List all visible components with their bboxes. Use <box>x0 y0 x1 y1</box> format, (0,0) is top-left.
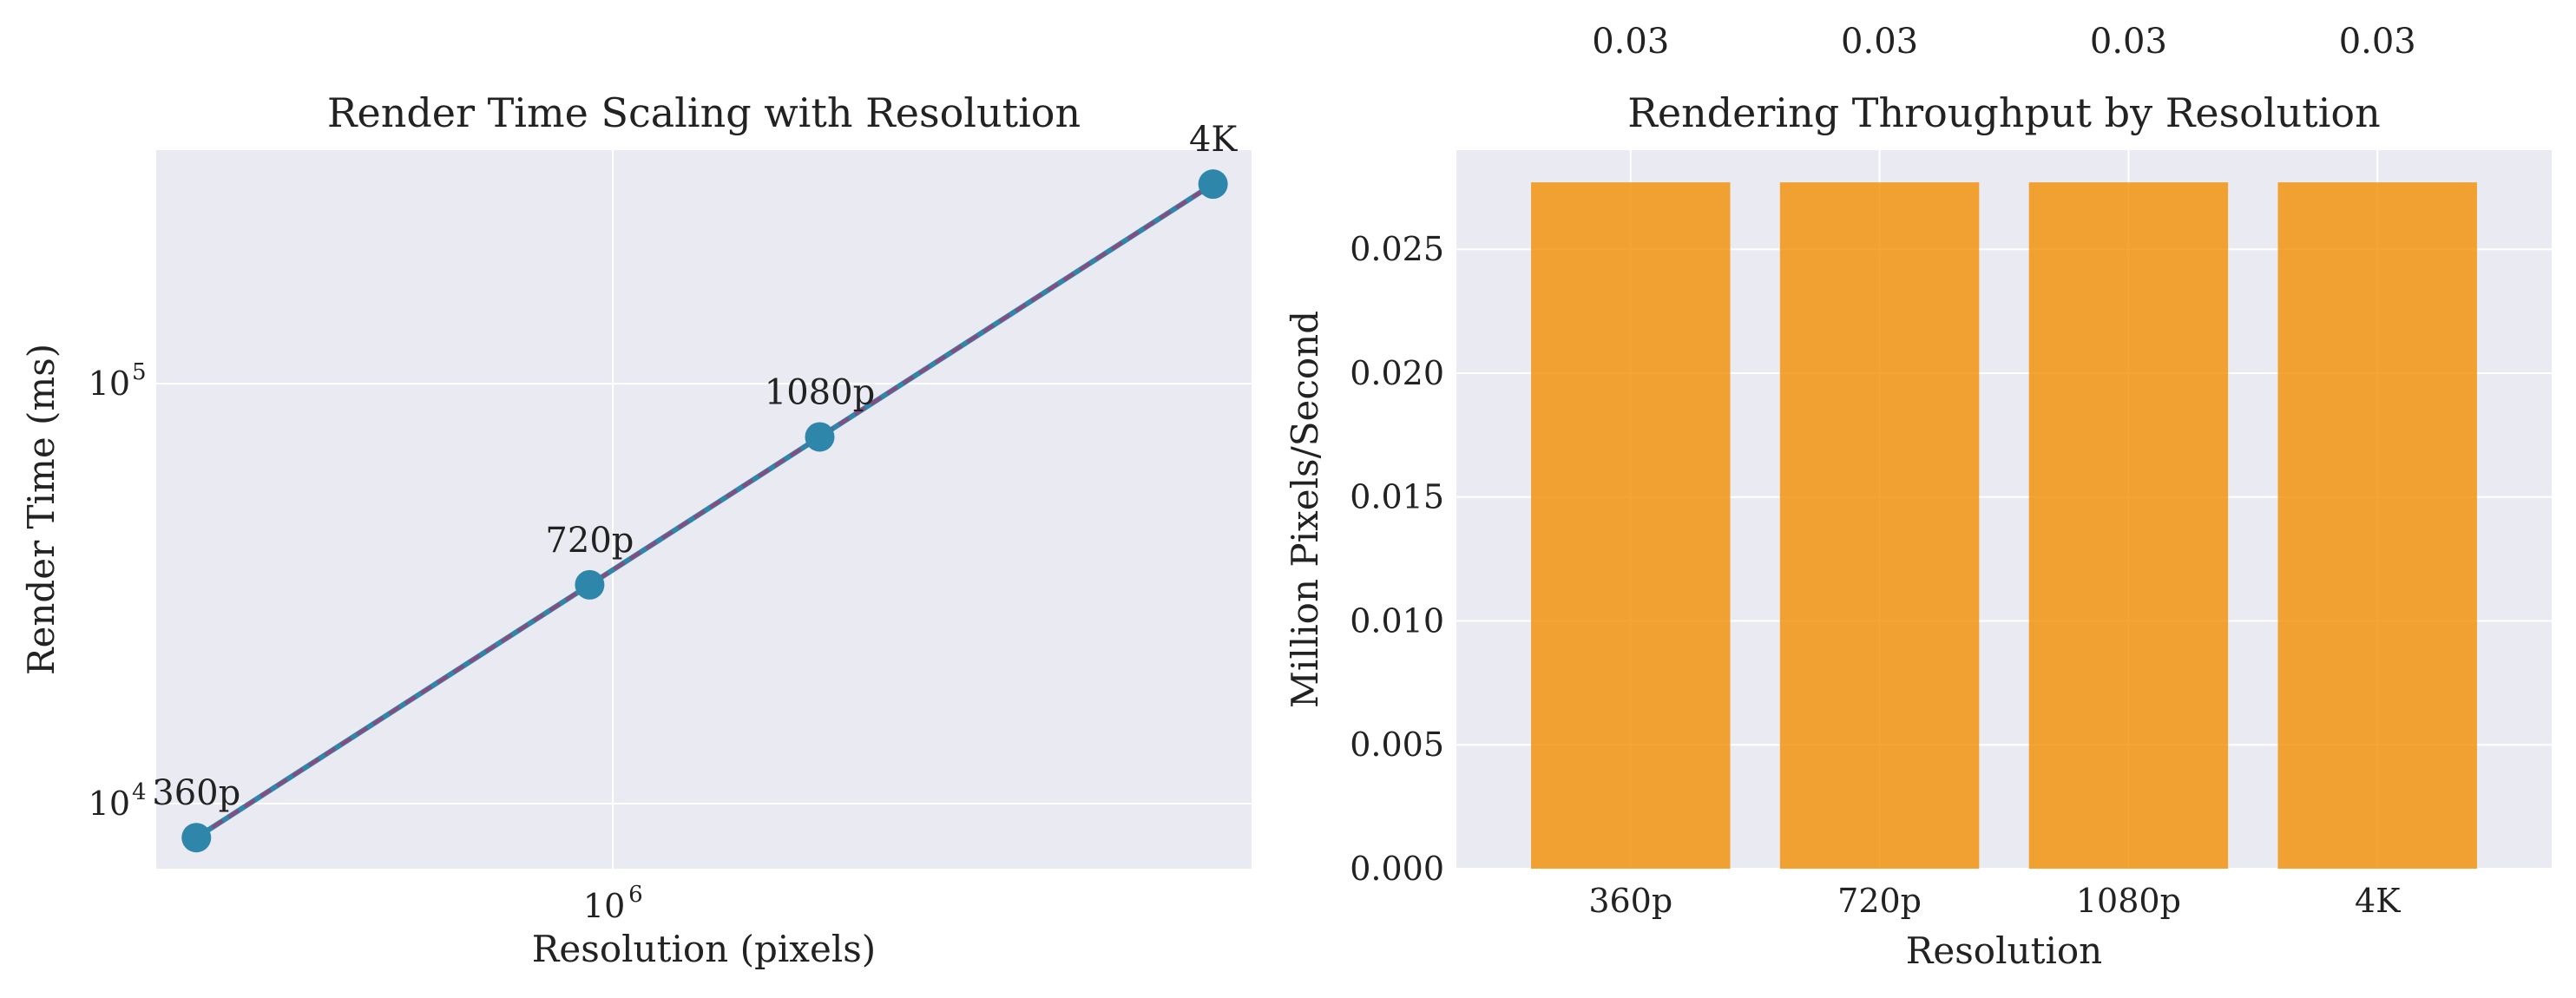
chart-title: Render Time Scaling with Resolution <box>327 89 1081 136</box>
x-tick-exponent: 6 <box>628 882 643 908</box>
x-axis-label: Resolution (pixels) <box>532 928 876 970</box>
series-lines <box>194 181 1215 840</box>
y-tick-labels: 0.000 0.005 0.010 0.015 0.020 0.025 <box>1350 230 1444 888</box>
bar <box>1531 182 1731 869</box>
gridlines <box>156 150 1252 869</box>
bars <box>1531 182 2477 869</box>
y-tick-label: 0.005 <box>1350 726 1444 764</box>
bar <box>2028 182 2229 869</box>
throughput-chart: 0.03 0.03 0.03 0.03 360p 720p 1080p 4K 0.0000.… <box>1284 22 2552 972</box>
x-axis-label: Resolution <box>1906 929 2102 972</box>
y-tick-label: 0.010 <box>1350 601 1444 640</box>
point-label: 720p <box>545 521 634 561</box>
bar-value-label: 0.03 <box>1592 22 1669 62</box>
y-tick-exponent: 4 <box>132 779 147 805</box>
bar-value-label: 0.03 <box>1841 22 1918 62</box>
chart-title: Rendering Throughput by Resolution <box>1627 89 2381 136</box>
x-tick-label: 4K <box>2355 882 2401 920</box>
data-points <box>181 169 1228 853</box>
y-tick-label: 0.020 <box>1350 354 1444 392</box>
x-tick-label: 360p <box>1588 882 1672 920</box>
bar <box>1779 182 1980 869</box>
point-labels: 360p 720p 1080p 4K <box>152 120 1238 813</box>
y-axis-label: Million Pixels/Second <box>1284 311 1326 708</box>
data-point <box>575 569 605 600</box>
y-tick-label: 10 <box>89 785 130 823</box>
x-tick-labels: 360p 720p 1080p 4K <box>1588 882 2401 920</box>
point-label: 1080p <box>765 372 875 412</box>
x-tick-label: 1080p <box>2076 882 2181 920</box>
point-label: 4K <box>1189 120 1238 160</box>
bar-value-label: 0.03 <box>2090 22 2167 62</box>
fit-line <box>195 182 1214 839</box>
bar-value-labels: 0.03 0.03 0.03 0.03 <box>1592 22 2416 62</box>
y-tick-label: 0.015 <box>1350 478 1444 516</box>
data-point <box>805 422 835 452</box>
y-tick-exponent: 5 <box>132 359 147 385</box>
x-tick-label: 720p <box>1837 882 1922 920</box>
y-tick-label: 0.000 <box>1350 850 1444 888</box>
data-point <box>1198 169 1228 200</box>
data-point <box>181 823 212 853</box>
bar <box>2277 182 2477 869</box>
y-tick-label: 0.025 <box>1350 230 1444 268</box>
x-tick-label: 10 <box>583 887 625 925</box>
x-tick-labels: 10 6 <box>583 882 643 925</box>
y-axis-label: Render Time (ms) <box>20 344 62 675</box>
point-label: 360p <box>152 773 240 813</box>
y-tick-label: 10 <box>89 364 130 403</box>
bar-value-label: 0.03 <box>2339 22 2416 62</box>
